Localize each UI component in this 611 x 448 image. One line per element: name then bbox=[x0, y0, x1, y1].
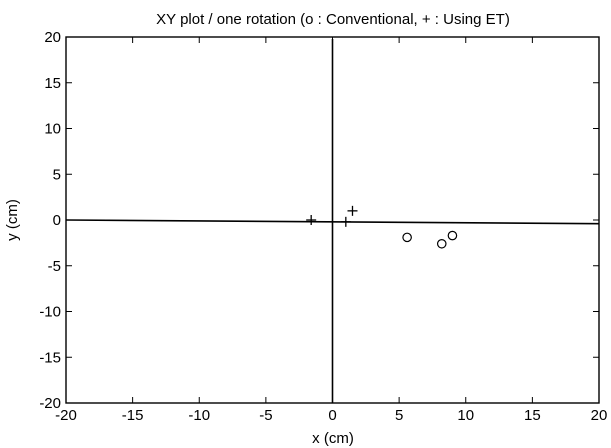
y-tick-label: 5 bbox=[53, 166, 61, 183]
conventional-point bbox=[436, 238, 447, 249]
y-tick-label: 0 bbox=[53, 212, 61, 229]
y-tick-label: -20 bbox=[39, 395, 61, 412]
x-tick-label: 5 bbox=[395, 407, 403, 424]
data-points bbox=[306, 205, 458, 249]
conventional-point bbox=[447, 230, 458, 241]
x-tick-label: 10 bbox=[457, 407, 474, 424]
x-tick-label: 20 bbox=[591, 407, 608, 424]
x-tick-label: -5 bbox=[259, 407, 272, 424]
using-et-point bbox=[340, 216, 351, 227]
x-tick-label: 15 bbox=[524, 407, 541, 424]
x-axis-label: x (cm) bbox=[312, 430, 354, 447]
x-tick-label: 0 bbox=[328, 407, 336, 424]
y-tick-label: 20 bbox=[44, 29, 61, 46]
y-axis: -20 -15 -10 -5 0 5 10 15 20 bbox=[39, 29, 599, 412]
using-et-point bbox=[306, 215, 317, 225]
x-tick-label: -15 bbox=[122, 407, 144, 424]
using-et-point bbox=[347, 205, 358, 216]
x-tick-label: -10 bbox=[188, 407, 210, 424]
x-axis: -20 -15 -10 -5 0 5 10 15 20 bbox=[55, 37, 607, 424]
y-tick-label: 10 bbox=[44, 121, 61, 138]
chart-title: XY plot / one rotation (o : Conventional… bbox=[156, 11, 510, 28]
y-tick-label: -15 bbox=[39, 349, 61, 366]
y-axis-label: y (cm) bbox=[4, 199, 21, 241]
y-tick-label: -5 bbox=[48, 258, 61, 275]
y-tick-label: -10 bbox=[39, 304, 61, 321]
conventional-point bbox=[402, 232, 412, 243]
x-tick-label: -20 bbox=[55, 407, 77, 424]
y-tick-label: 15 bbox=[44, 75, 61, 92]
